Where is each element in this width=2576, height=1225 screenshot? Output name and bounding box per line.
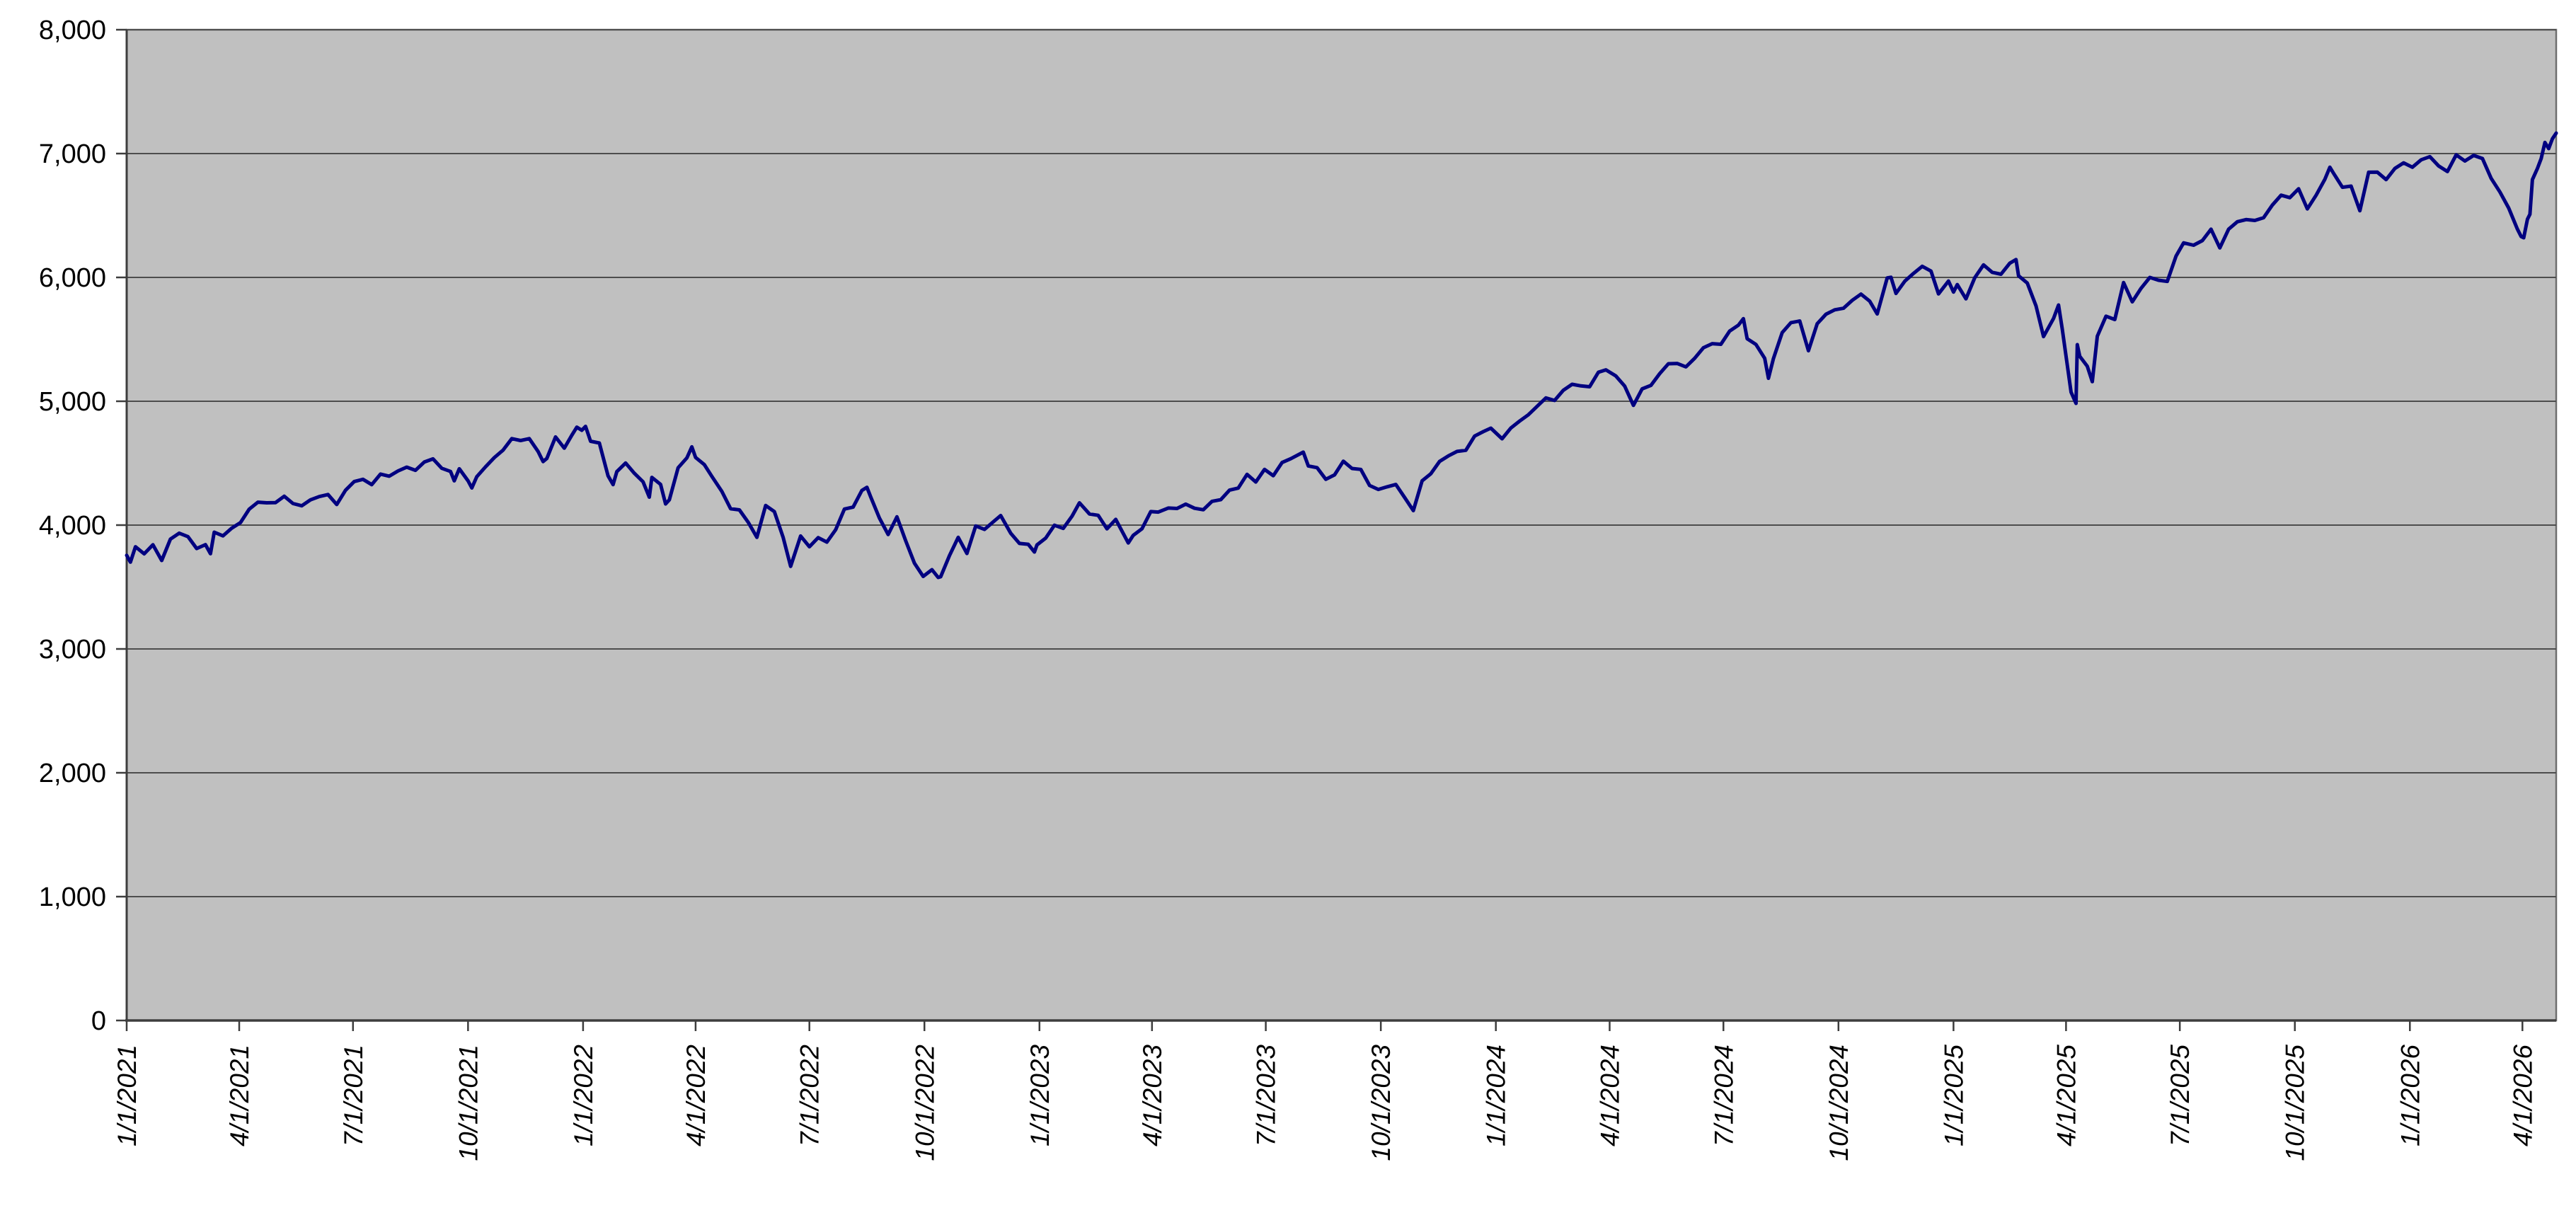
x-axis-tick-label: 1/1/2026	[2396, 1045, 2425, 1146]
y-axis-tick-label: 1,000	[39, 882, 106, 912]
x-axis-tick-label: 7/1/2024	[1709, 1045, 1738, 1146]
x-axis-tick-label: 4/1/2024	[1595, 1045, 1624, 1146]
x-axis-tick-label: 1/1/2023	[1025, 1045, 1054, 1146]
x-axis-tick-label: 10/1/2025	[2281, 1045, 2310, 1161]
y-axis-tick-label: 2,000	[39, 759, 106, 788]
x-axis-tick-label: 1/1/2022	[569, 1045, 598, 1146]
x-axis-tick-label: 4/1/2025	[2052, 1045, 2081, 1146]
x-axis-tick-label: 10/1/2022	[910, 1045, 939, 1161]
y-axis-tick-label: 8,000	[39, 16, 106, 45]
x-axis-tick-label: 4/1/2026	[2508, 1045, 2537, 1146]
y-axis-tick-label: 3,000	[39, 635, 106, 665]
x-axis-tick-label: 7/1/2025	[2166, 1045, 2195, 1146]
y-axis-tick-label: 5,000	[39, 387, 106, 417]
x-axis-tick-label: 1/1/2021	[113, 1045, 142, 1146]
x-axis-tick-label: 4/1/2021	[225, 1045, 254, 1146]
x-axis-tick-label: 10/1/2024	[1824, 1045, 1853, 1161]
y-axis-tick-label: 4,000	[39, 511, 106, 541]
x-axis-tick-label: 4/1/2023	[1138, 1045, 1167, 1146]
x-axis-tick-label: 10/1/2023	[1367, 1045, 1396, 1161]
x-axis-tick-label: 1/1/2025	[1939, 1045, 1968, 1146]
x-axis-tick-label: 10/1/2021	[454, 1045, 483, 1161]
x-axis-tick-label: 1/1/2024	[1482, 1045, 1511, 1146]
y-axis-tick-label: 7,000	[39, 139, 106, 169]
x-axis-tick-label: 7/1/2022	[795, 1045, 824, 1146]
price-line-series	[125, 131, 2558, 580]
x-axis-tick-label: 4/1/2022	[682, 1045, 711, 1146]
x-axis-tick-label: 7/1/2021	[339, 1045, 368, 1146]
y-axis-tick-label: 6,000	[39, 263, 106, 293]
x-axis-tick-label: 7/1/2023	[1252, 1045, 1281, 1146]
y-axis-tick-label: 0	[91, 1006, 106, 1036]
